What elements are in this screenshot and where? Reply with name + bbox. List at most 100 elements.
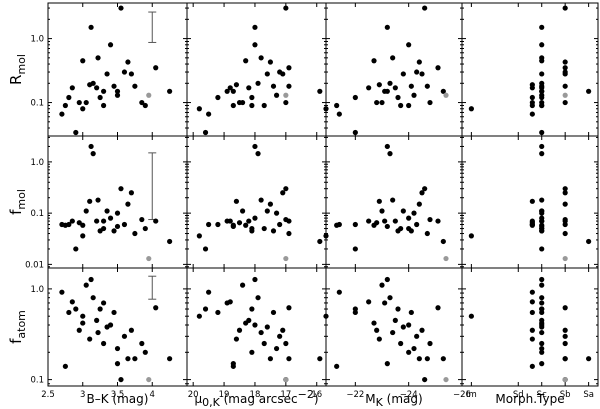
panel-frame (325, 2, 463, 137)
row-axis-label-main: f (7, 338, 25, 344)
panel-fatom-vs-B-K (47, 267, 188, 387)
data-point (153, 65, 159, 71)
data-point (132, 230, 138, 237)
data-point (366, 85, 372, 91)
data-point (539, 361, 545, 367)
data-point (374, 99, 380, 106)
data-point (246, 317, 252, 323)
data-point (468, 233, 474, 239)
data-point (240, 99, 246, 106)
data-point (398, 102, 404, 109)
data-point (139, 99, 145, 106)
data-point (334, 363, 340, 369)
panel-Rmol-vs-B-K (47, 2, 188, 137)
x-tick-label: −24 (400, 390, 418, 400)
data-point (529, 327, 535, 333)
data-point (83, 208, 89, 214)
data-point (233, 198, 240, 204)
data-point (224, 218, 230, 224)
panel-Rmol-vs-MK (325, 2, 463, 137)
data-point (139, 340, 145, 347)
data-point (382, 88, 388, 94)
data-point (286, 218, 292, 224)
data-point (424, 230, 430, 237)
data-point (252, 143, 258, 150)
data-point (95, 55, 101, 61)
data-point (267, 59, 273, 65)
data-point (562, 99, 568, 106)
data-point (539, 218, 545, 224)
data-point (101, 88, 107, 94)
data-point (414, 69, 420, 75)
data-point (80, 58, 86, 64)
data-point (73, 306, 79, 312)
data-point (59, 111, 65, 117)
data-point (261, 340, 267, 347)
data-point (376, 336, 382, 342)
data-point (69, 299, 75, 305)
data-point (416, 356, 422, 362)
data-point (392, 317, 398, 323)
data-point (371, 222, 377, 228)
data-point (230, 222, 236, 228)
data-point (90, 80, 96, 86)
data-point (101, 102, 107, 109)
data-point (224, 300, 230, 306)
data-point (366, 299, 372, 305)
data-point (390, 197, 396, 203)
column-axis-label: Morph.Type (495, 392, 564, 406)
data-point (384, 24, 390, 30)
data-point (107, 42, 114, 48)
data-point (286, 356, 292, 362)
x-tick-label: Sc (537, 390, 547, 400)
data-point (261, 225, 267, 232)
data-point (539, 282, 545, 288)
data-point (562, 190, 568, 196)
data-point (264, 208, 270, 214)
column-axis-label: MK (mag) (365, 392, 422, 409)
data-point (419, 327, 425, 333)
data-point (286, 83, 292, 89)
row-axis-label-main: f (7, 209, 25, 215)
data-point (539, 42, 545, 48)
data-point (62, 102, 68, 109)
data-point-highlight (283, 92, 289, 98)
data-point (539, 151, 545, 157)
data-point (267, 356, 273, 362)
data-point (153, 305, 159, 311)
data-point (392, 85, 398, 91)
data-point (114, 223, 121, 230)
data-point (382, 300, 388, 306)
data-point (435, 218, 441, 224)
x-tick-label: 19 (219, 390, 230, 400)
data-point (539, 88, 545, 94)
data-point (411, 92, 417, 98)
x-tick-label: 20 (188, 390, 199, 400)
column-axis-label-text: Morph.Type (495, 392, 564, 406)
data-point (539, 102, 545, 109)
data-point (196, 233, 202, 239)
data-point (142, 349, 148, 355)
data-point (317, 238, 323, 245)
data-point (539, 24, 545, 30)
data-point (249, 225, 255, 232)
panel-fmol-vs-Morph (461, 135, 599, 269)
column-axis-label-post: (mag) (383, 392, 423, 406)
data-point (111, 309, 117, 316)
data-point (107, 215, 114, 221)
data-point (125, 356, 131, 362)
y-tick-label: 0.01 (25, 260, 44, 270)
data-point (97, 306, 103, 312)
y-tick-label: 0.1 (30, 209, 44, 219)
data-point (277, 333, 283, 339)
data-point (539, 129, 545, 136)
data-point (529, 102, 535, 109)
row-axis-label-sub: mol (15, 54, 28, 75)
data-point (215, 94, 221, 101)
data-point (562, 327, 568, 333)
data-point (128, 71, 134, 77)
data-point (264, 71, 270, 77)
data-point (243, 58, 249, 64)
data-point (422, 376, 428, 383)
data-point (236, 327, 243, 333)
